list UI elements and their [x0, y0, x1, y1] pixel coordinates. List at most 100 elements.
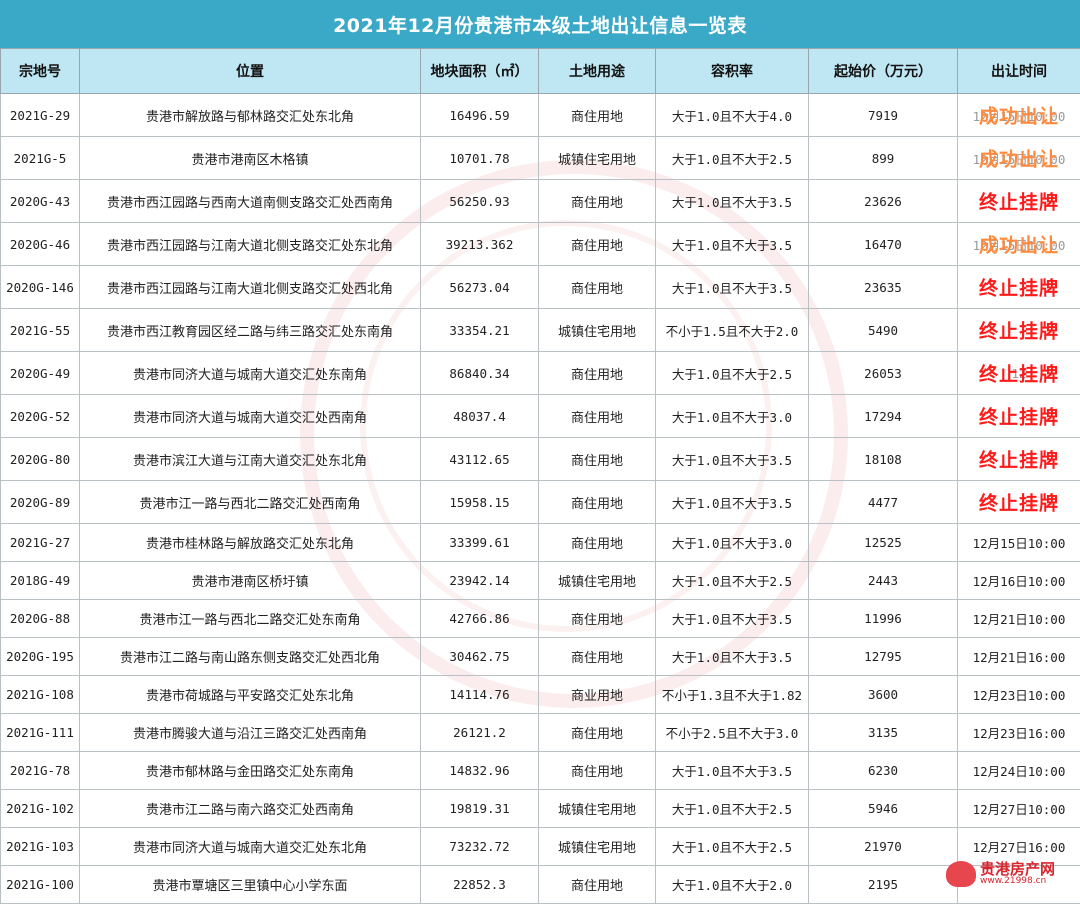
cell-code: 2020G-88: [1, 600, 80, 638]
time-text: 12月23日10:00: [973, 688, 1066, 703]
sold-stamp: 成功出让: [958, 231, 1080, 258]
cell-use: 商住用地: [539, 524, 656, 562]
cell-use: 城镇住宅用地: [539, 137, 656, 180]
cell-use: 城镇住宅用地: [539, 562, 656, 600]
header-location: 位置: [80, 49, 421, 94]
header-area: 地块面积（㎡）: [421, 49, 539, 94]
cell-use: 商住用地: [539, 638, 656, 676]
cell-price: 17294: [809, 395, 958, 438]
table-title: 2021年12月份贵港市本级土地出让信息一览表: [0, 0, 1080, 48]
cell-price: 2195: [809, 866, 958, 904]
cell-ratio: 不小于1.5且不大于2.0: [656, 309, 809, 352]
cell-ratio: 大于1.0且不大于2.5: [656, 352, 809, 395]
cell-use: 商住用地: [539, 352, 656, 395]
cell-area: 19819.31: [421, 790, 539, 828]
cell-use: 商住用地: [539, 866, 656, 904]
cell-ratio: 大于1.0且不大于3.5: [656, 223, 809, 266]
cell-code: 2021G-103: [1, 828, 80, 866]
cell-time: 终止挂牌: [958, 395, 1080, 438]
cell-ratio: 大于1.0且不大于3.5: [656, 600, 809, 638]
terminated-stamp: 终止挂牌: [958, 489, 1080, 516]
cell-area: 23942.14: [421, 562, 539, 600]
cell-location: 贵港市西江教育园区经二路与纬三路交汇处东南角: [80, 309, 421, 352]
cell-price: 3135: [809, 714, 958, 752]
cell-ratio: 大于1.0且不大于2.5: [656, 828, 809, 866]
cell-location: 贵港市滨江大道与江南大道交汇处东北角: [80, 438, 421, 481]
cell-location: 贵港市同济大道与城南大道交汇处西南角: [80, 395, 421, 438]
cell-use: 商住用地: [539, 714, 656, 752]
header-code: 宗地号: [1, 49, 80, 94]
cell-location: 贵港市西江园路与江南大道北侧支路交汇处东北角: [80, 223, 421, 266]
cell-use: 商业用地: [539, 676, 656, 714]
cell-code: 2021G-5: [1, 137, 80, 180]
cell-ratio: 大于1.0且不大于2.0: [656, 866, 809, 904]
cell-ratio: 不小于1.3且不大于1.82: [656, 676, 809, 714]
cell-use: 城镇住宅用地: [539, 828, 656, 866]
cell-ratio: 大于1.0且不大于3.5: [656, 266, 809, 309]
terminated-stamp: 终止挂牌: [958, 274, 1080, 301]
cell-ratio: 大于1.0且不大于3.0: [656, 524, 809, 562]
cell-price: 26053: [809, 352, 958, 395]
time-text: 12月21日10:00: [973, 612, 1066, 627]
cell-location: 贵港市解放路与郁林路交汇处东北角: [80, 94, 421, 137]
cell-location: 贵港市荷城路与平安路交汇处东北角: [80, 676, 421, 714]
cell-code: 2020G-146: [1, 266, 80, 309]
cell-location: 贵港市西江园路与西南大道南侧支路交汇处西南角: [80, 180, 421, 223]
cell-price: 12525: [809, 524, 958, 562]
terminated-stamp: 终止挂牌: [958, 403, 1080, 430]
time-text: 12月27日10:00: [973, 802, 1066, 817]
cell-location: 贵港市覃塘区三里镇中心小学东面: [80, 866, 421, 904]
cell-time: 12月23日16:00: [958, 714, 1080, 752]
site-logo: 贵港房产网 www.21998.cn: [946, 857, 1076, 891]
cell-code: 2021G-29: [1, 94, 80, 137]
cell-area: 33354.21: [421, 309, 539, 352]
cell-price: 21970: [809, 828, 958, 866]
cell-price: 899: [809, 137, 958, 180]
cell-area: 26121.2: [421, 714, 539, 752]
cell-location: 贵港市港南区桥圩镇: [80, 562, 421, 600]
cell-ratio: 大于1.0且不大于3.5: [656, 180, 809, 223]
cell-price: 16470: [809, 223, 958, 266]
cell-price: 18108: [809, 438, 958, 481]
header-price: 起始价（万元）: [809, 49, 958, 94]
cell-area: 22852.3: [421, 866, 539, 904]
cell-use: 商住用地: [539, 438, 656, 481]
cell-code: 2020G-89: [1, 481, 80, 524]
cell-use: 商住用地: [539, 266, 656, 309]
cell-use: 商住用地: [539, 600, 656, 638]
terminated-stamp: 终止挂牌: [958, 188, 1080, 215]
cell-area: 30462.75: [421, 638, 539, 676]
elephant-logo-icon: [946, 861, 976, 887]
cell-code: 2020G-49: [1, 352, 80, 395]
cell-location: 贵港市同济大道与城南大道交汇处东南角: [80, 352, 421, 395]
cell-location: 贵港市港南区木格镇: [80, 137, 421, 180]
header-ratio: 容积率: [656, 49, 809, 94]
cell-location: 贵港市同济大道与城南大道交汇处东北角: [80, 828, 421, 866]
cell-ratio: 大于1.0且不大于2.5: [656, 562, 809, 600]
cell-area: 10701.78: [421, 137, 539, 180]
cell-area: 56273.04: [421, 266, 539, 309]
time-text: 12月24日10:00: [973, 764, 1066, 779]
cell-code: 2021G-78: [1, 752, 80, 790]
cell-price: 5946: [809, 790, 958, 828]
cell-ratio: 大于1.0且不大于3.5: [656, 638, 809, 676]
cell-area: 73232.72: [421, 828, 539, 866]
cell-price: 23635: [809, 266, 958, 309]
cell-price: 6230: [809, 752, 958, 790]
time-text: 12月16日10:00: [973, 574, 1066, 589]
cell-location: 贵港市腾骏大道与沿江三路交汇处西南角: [80, 714, 421, 752]
cell-price: 12795: [809, 638, 958, 676]
cell-area: 14114.76: [421, 676, 539, 714]
